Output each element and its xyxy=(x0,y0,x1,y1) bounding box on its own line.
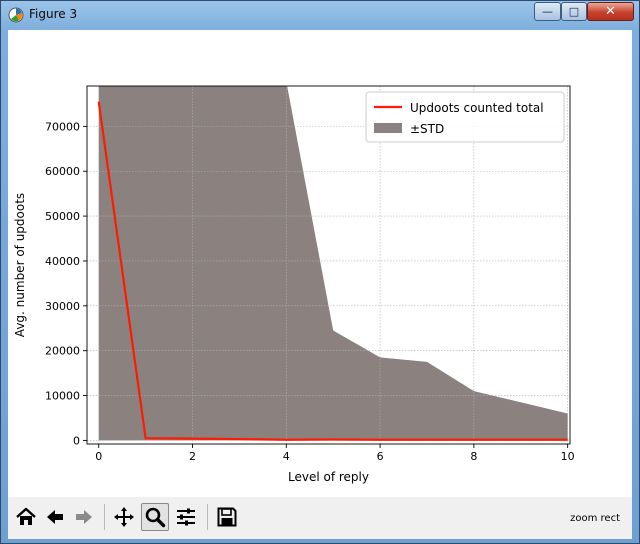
legend: Updoots counted total ±STD xyxy=(365,91,565,143)
forward-button[interactable] xyxy=(70,503,98,531)
home-icon xyxy=(16,507,36,525)
save-floppy-icon xyxy=(217,507,237,527)
legend-label-line: Updoots counted total xyxy=(410,101,544,115)
y-tick-label: 60000 xyxy=(45,165,80,178)
y-tick-label: 30000 xyxy=(45,300,80,313)
subplots-sliders-icon xyxy=(177,508,195,526)
x-axis-label: Level of reply xyxy=(288,470,369,484)
back-button[interactable] xyxy=(41,503,69,531)
y-tick-label: 0 xyxy=(73,434,80,447)
legend-label-band: ±STD xyxy=(410,122,444,136)
x-tick-label: 6 xyxy=(377,450,384,463)
figure-canvas-area: 0 2 4 6 8 10 0 10000 20000 30000 40000 50000 60000 70… xyxy=(8,30,632,539)
y-tick-label: 40000 xyxy=(45,255,80,268)
x-tick-label: 0 xyxy=(95,450,102,463)
back-arrow-icon xyxy=(47,510,63,524)
close-button[interactable]: ✕ xyxy=(587,2,634,21)
pan-move-icon xyxy=(114,507,134,527)
toolbar-separator xyxy=(104,504,105,530)
chart-canvas[interactable]: 0 2 4 6 8 10 0 10000 20000 30000 40000 50000 60000 70… xyxy=(8,30,632,497)
toolbar-status-text: zoom rect xyxy=(570,513,620,524)
zoom-magnifier-icon xyxy=(145,507,166,528)
axes-frame xyxy=(86,85,571,445)
navigation-toolbar: zoom rect xyxy=(8,497,632,539)
legend-box xyxy=(365,91,565,143)
home-button[interactable] xyxy=(12,503,40,531)
forward-arrow-icon xyxy=(76,510,92,524)
y-tick-label: 10000 xyxy=(45,390,80,403)
maximize-button[interactable]: □ xyxy=(561,2,587,21)
zoom-button[interactable] xyxy=(141,503,169,531)
save-button[interactable] xyxy=(213,503,241,531)
y-tick-label: 50000 xyxy=(45,210,80,223)
x-tick-label: 4 xyxy=(283,450,290,463)
maximize-icon: □ xyxy=(568,5,580,18)
matplotlib-app-icon xyxy=(8,7,24,23)
window-title: Figure 3 xyxy=(29,7,78,21)
y-tick-label: 20000 xyxy=(45,345,80,358)
minimize-icon: — xyxy=(542,5,553,18)
subplots-button[interactable] xyxy=(172,503,200,531)
minimize-button[interactable]: — xyxy=(534,2,561,21)
toolbar-separator xyxy=(207,504,208,530)
legend-band-swatch xyxy=(374,123,402,133)
y-tick-label: 70000 xyxy=(45,120,80,133)
title-bar[interactable]: Figure 3 — □ ✕ xyxy=(1,1,639,29)
y-axis-label: Avg. number of updoots xyxy=(13,193,27,337)
x-tick-label: 10 xyxy=(561,450,575,463)
x-tick-label: 8 xyxy=(470,450,477,463)
close-icon: ✕ xyxy=(605,4,616,19)
pan-button[interactable] xyxy=(110,503,138,531)
x-tick-label: 2 xyxy=(189,450,196,463)
std-band-area xyxy=(98,86,568,441)
